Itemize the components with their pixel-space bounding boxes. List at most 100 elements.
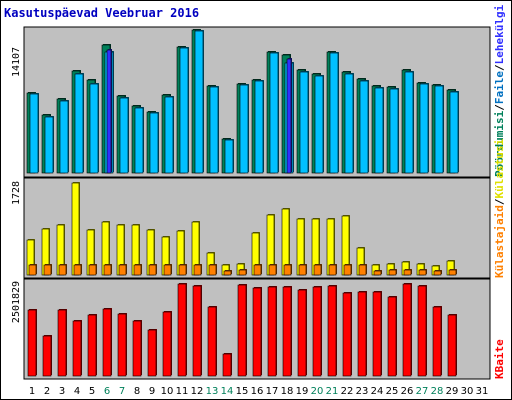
- bar-faile-21: [329, 52, 339, 174]
- bar-kbaite-12: [192, 285, 202, 377]
- bar-k-lastajaid-22-face: [343, 264, 352, 276]
- bar-k-lastajaid-8: [133, 264, 142, 276]
- bar-kbaite-15: [237, 284, 247, 377]
- bar-k-lastajaid-2-face: [43, 264, 52, 276]
- bar-faile-13: [209, 86, 219, 174]
- x-tick-6: 6: [104, 386, 110, 397]
- legend-part-1: /: [493, 198, 506, 205]
- bar-k-lastajaid-1: [28, 264, 37, 276]
- bar-k-lastajaid-5: [88, 264, 97, 276]
- x-tick-13: 13: [206, 386, 219, 397]
- bar-kbaite-23-face: [357, 291, 367, 377]
- bar-faile-19: [299, 71, 309, 174]
- x-tick-18: 18: [281, 386, 294, 397]
- x-tick-10: 10: [161, 386, 174, 397]
- bar-k-lastajaid-24-face: [373, 270, 382, 276]
- bar-faile-20: [314, 75, 324, 174]
- bar-kbaite-2: [42, 335, 52, 377]
- bar-kbaite-7: [117, 313, 127, 377]
- bar-kbaite-10: [162, 311, 172, 377]
- chart-title: Kasutuspäevad Veebruar 2016: [4, 6, 199, 20]
- bar-faile-27: [419, 83, 429, 174]
- bar-faile-5: [89, 83, 99, 174]
- bar-faile-1-face: [29, 93, 39, 174]
- bar-faile-28-face: [434, 85, 444, 174]
- bar-kbaite-6: [102, 308, 112, 377]
- x-tick-30: 30: [461, 386, 474, 397]
- bars-bot: [27, 283, 457, 377]
- bar-kbaite-27: [417, 285, 427, 377]
- legend-part-4: Lehekülgi: [493, 4, 506, 64]
- bar-k-lastajaid-29-face: [448, 269, 457, 276]
- bar-kbaite-29-face: [447, 314, 457, 377]
- bar-faile-19-face: [299, 71, 309, 174]
- bar-kbaite-23: [357, 291, 367, 377]
- bar-faile-28: [434, 85, 444, 174]
- bar-kbaite-11: [177, 283, 187, 377]
- bar-faile-26: [404, 71, 414, 174]
- bar-kbaite-25-face: [387, 296, 397, 377]
- bar-faile-17-face: [269, 52, 279, 174]
- bar-k-lastajaid-1-face: [28, 264, 37, 276]
- x-tick-17: 17: [266, 386, 279, 397]
- bar-k-lastajaid-12: [193, 264, 202, 276]
- x-axis-ticks: 1 2 3 4 5 6 7 8 9 10 11 12 13 14 15 16 17 18 19 20 21 22 23 24 2…: [29, 386, 489, 397]
- bar-kbaite-3-face: [57, 309, 67, 377]
- bar-k-lastajaid-3-face: [58, 264, 67, 276]
- bar-kbaite-17: [267, 286, 277, 377]
- bar-kbaite-16: [252, 287, 262, 377]
- bar-k-lastajaid-15-face: [238, 269, 247, 276]
- bar-k-lastajaid-21: [328, 264, 337, 276]
- bar-faile-8: [134, 107, 144, 174]
- bar-kbaite-29: [447, 314, 457, 377]
- bar-faile-7: [119, 97, 129, 174]
- x-tick-4: 4: [74, 386, 80, 397]
- bar-k-lastajaid-10-face: [163, 264, 172, 276]
- bar-faile-4-face: [74, 73, 84, 174]
- bar-k-lastajaid-27: [418, 269, 427, 276]
- legend-part-2: Faile: [493, 71, 506, 104]
- bar-faile-14: [224, 139, 234, 174]
- bar-kbaite-5-face: [87, 314, 97, 377]
- y-max-label-top: 14107: [11, 47, 22, 77]
- legend-top: Pöördumisi/Faile/Lehekülgi: [493, 4, 506, 177]
- bar-kbaite-4: [72, 320, 82, 377]
- legend-part-0: Külastajaid: [493, 205, 506, 278]
- bar-faile-9-face: [149, 112, 159, 174]
- bar-faile-16-face: [254, 80, 264, 174]
- x-tick-31: 31: [476, 386, 489, 397]
- x-tick-7: 7: [119, 386, 125, 397]
- bar-k-lastajaid-26-face: [403, 269, 412, 276]
- bar-k-lastajaid-28-face: [433, 270, 442, 276]
- bar-k-lastusi-4: [71, 182, 80, 276]
- bar-k-lastajaid-14: [223, 270, 232, 276]
- x-tick-1: 1: [29, 386, 35, 397]
- bar-kbaite-27-face: [417, 285, 427, 377]
- x-tick-23: 23: [356, 386, 369, 397]
- bar-faile-21-face: [329, 52, 339, 174]
- bar-k-lastajaid-10: [163, 264, 172, 276]
- x-tick-15: 15: [236, 386, 249, 397]
- legend-part-0: KBaite: [493, 339, 506, 379]
- bar-faile-17: [269, 52, 279, 174]
- x-tick-3: 3: [59, 386, 65, 397]
- bar-faile-4: [74, 73, 84, 174]
- x-tick-8: 8: [134, 386, 140, 397]
- bar-k-lastajaid-2: [43, 264, 52, 276]
- x-tick-16: 16: [251, 386, 264, 397]
- bar-kbaite-15-face: [237, 284, 247, 377]
- bar-k-lastajaid-27-face: [418, 269, 427, 276]
- bar-kbaite-7-face: [117, 313, 127, 377]
- bar-lehek-lgi-6: [106, 49, 112, 174]
- bar-k-lastajaid-20: [313, 264, 322, 276]
- bar-k-lastajaid-4: [73, 264, 82, 276]
- x-tick-25: 25: [386, 386, 399, 397]
- bar-k-lastajaid-18-face: [283, 264, 292, 276]
- bar-kbaite-9: [147, 329, 157, 377]
- bar-k-lastajaid-3: [58, 264, 67, 276]
- bar-kbaite-14: [222, 353, 232, 377]
- bar-faile-25: [389, 88, 399, 174]
- legend-mid: Külastajaid/Külastusi: [493, 139, 506, 278]
- bar-k-lastajaid-9-face: [148, 264, 157, 276]
